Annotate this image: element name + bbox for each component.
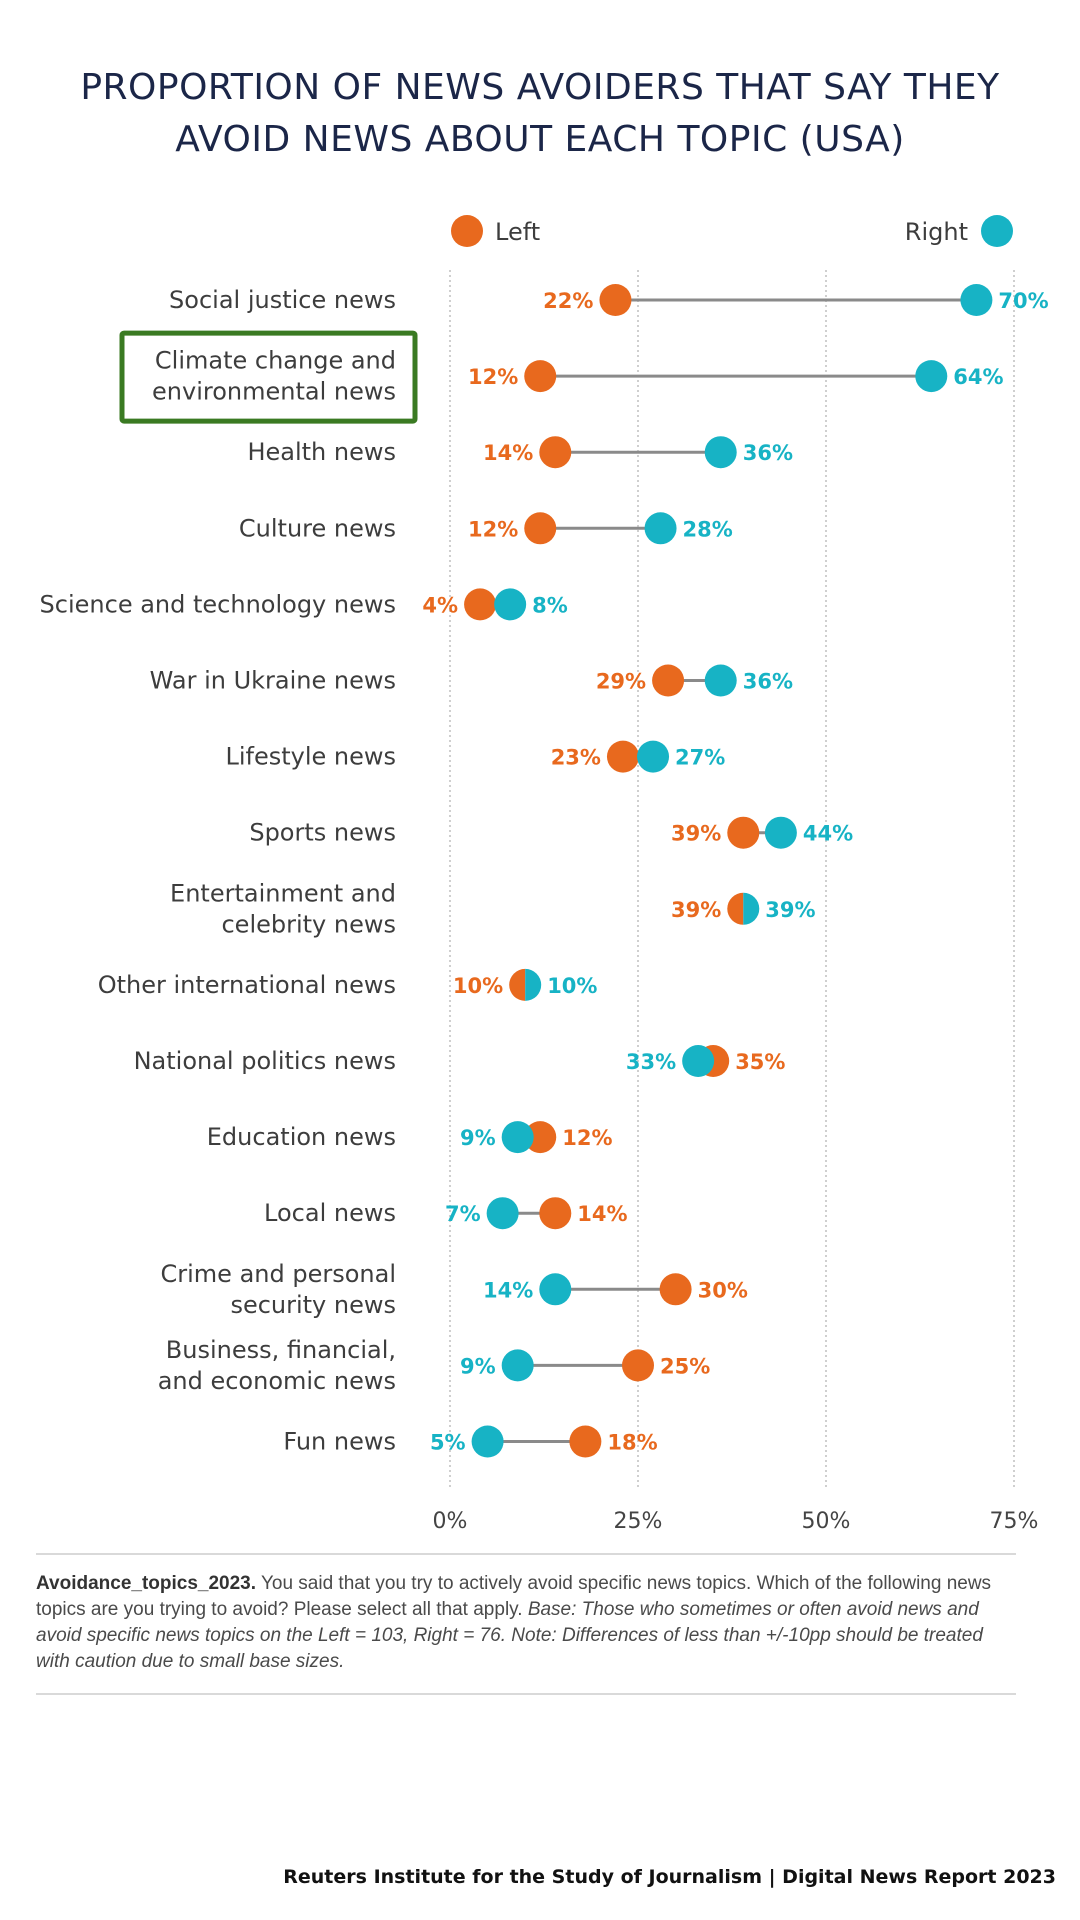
category-label: Entertainment and celebrity news bbox=[170, 879, 396, 938]
chart-title: PROPORTION OF NEWS AVOIDERS THAT SAY THE… bbox=[40, 62, 1040, 166]
x-tick-label: 0% bbox=[433, 1509, 468, 1534]
category-label: Sports news bbox=[249, 819, 396, 847]
category-label: Social justice news bbox=[169, 286, 396, 314]
value-label-left: 29% bbox=[596, 670, 646, 694]
point-right bbox=[743, 892, 760, 925]
point-left bbox=[539, 436, 572, 469]
note-question-text: You said that you try to actively avoid … bbox=[36, 1573, 992, 1620]
point-left bbox=[659, 1273, 692, 1306]
category-label: Business, financial, and economic news bbox=[158, 1336, 396, 1395]
legend-right-label: Right bbox=[905, 218, 968, 246]
value-label-right: 44% bbox=[803, 822, 853, 846]
category-label: Fun news bbox=[283, 1428, 396, 1456]
point-left bbox=[606, 740, 639, 773]
value-label-right: 70% bbox=[998, 289, 1048, 313]
value-label-right: 7% bbox=[445, 1202, 481, 1226]
value-label-left: 14% bbox=[483, 441, 533, 465]
x-tick-label: 50% bbox=[802, 1509, 851, 1534]
value-label-left: 35% bbox=[735, 1050, 785, 1074]
point-left bbox=[727, 892, 744, 925]
category-label: Science and technology news bbox=[40, 590, 396, 618]
point-right bbox=[644, 512, 677, 545]
point-right bbox=[486, 1197, 519, 1230]
x-tick-label: 25% bbox=[614, 1509, 663, 1534]
category-label: Climate change and environmental news bbox=[152, 347, 396, 406]
source-footer: Reuters Institute for the Study of Journ… bbox=[283, 1866, 1056, 1888]
value-label-right: 10% bbox=[547, 974, 597, 998]
value-label-left: 14% bbox=[577, 1202, 627, 1226]
value-label-left: 39% bbox=[671, 822, 721, 846]
value-label-right: 27% bbox=[675, 746, 725, 770]
point-right bbox=[960, 284, 993, 316]
value-label-right: 8% bbox=[532, 593, 568, 617]
category-label: Education news bbox=[207, 1123, 396, 1151]
point-left bbox=[652, 664, 685, 697]
point-left bbox=[524, 360, 557, 393]
value-label-left: 12% bbox=[468, 517, 518, 541]
value-label-right: 33% bbox=[626, 1050, 676, 1074]
value-label-right: 39% bbox=[765, 898, 815, 922]
point-right bbox=[471, 1425, 504, 1458]
point-right bbox=[764, 816, 797, 849]
value-label-left: 25% bbox=[660, 1354, 710, 1378]
point-right bbox=[704, 664, 737, 697]
point-left bbox=[569, 1425, 602, 1458]
value-label-right: 36% bbox=[743, 670, 793, 694]
value-label-left: 22% bbox=[543, 289, 593, 313]
chart-title-line-1: PROPORTION OF NEWS AVOIDERS THAT SAY THE… bbox=[80, 67, 1000, 108]
point-left bbox=[599, 284, 632, 316]
point-left bbox=[539, 1197, 572, 1230]
category-label: Crime and personal security news bbox=[161, 1260, 397, 1319]
note-base-text: Base: Those who sometimes or often avoid… bbox=[36, 1599, 983, 1672]
value-label-left: 4% bbox=[422, 593, 458, 617]
value-label-right: 36% bbox=[743, 441, 793, 465]
category-label: Health news bbox=[247, 438, 396, 466]
chart-title-line-2: AVOID NEWS ABOUT EACH TOPIC (USA) bbox=[175, 119, 905, 160]
note-question-id: Avoidance_topics_2023. bbox=[36, 1573, 257, 1594]
dumbbell-chart: 0% 25% 50% 75% Left Right Social justice news 2… bbox=[40, 215, 1049, 1534]
highlight-box bbox=[119, 330, 418, 424]
point-right bbox=[682, 1045, 715, 1077]
point-right bbox=[539, 1273, 572, 1306]
category-label: Culture news bbox=[239, 514, 396, 542]
value-label-left: 10% bbox=[453, 974, 503, 998]
value-label-left: 30% bbox=[698, 1278, 748, 1302]
category-label: National politics news bbox=[134, 1047, 396, 1075]
legend-left-marker bbox=[451, 215, 483, 247]
point-right bbox=[525, 968, 542, 1001]
value-label-right: 9% bbox=[460, 1354, 496, 1378]
point-left bbox=[727, 816, 760, 849]
value-label-left: 12% bbox=[562, 1126, 612, 1150]
point-right bbox=[494, 588, 527, 621]
x-tick-label: 75% bbox=[990, 1509, 1039, 1534]
value-label-right: 5% bbox=[430, 1431, 466, 1455]
point-right bbox=[915, 360, 948, 393]
category-label: Lifestyle news bbox=[225, 743, 396, 771]
category-label: Local news bbox=[264, 1199, 396, 1227]
value-label-right: 28% bbox=[683, 517, 733, 541]
value-label-right: 14% bbox=[483, 1278, 533, 1302]
point-left bbox=[524, 1121, 557, 1154]
value-label-left: 39% bbox=[671, 898, 721, 922]
value-label-left: 23% bbox=[551, 746, 601, 770]
value-label-left: 18% bbox=[607, 1431, 657, 1455]
category-label: War in Ukraine news bbox=[150, 667, 396, 695]
value-label-left: 12% bbox=[468, 365, 518, 389]
point-left bbox=[622, 1349, 654, 1382]
value-label-right: 9% bbox=[460, 1126, 496, 1150]
point-right bbox=[501, 1349, 534, 1382]
point-right bbox=[704, 436, 737, 469]
legend-left-label: Left bbox=[495, 218, 540, 246]
point-right bbox=[501, 1121, 534, 1154]
point-right bbox=[637, 740, 670, 773]
point-left bbox=[464, 588, 497, 621]
point-left bbox=[509, 968, 526, 1001]
value-label-right: 64% bbox=[953, 365, 1003, 389]
point-left bbox=[524, 512, 557, 545]
category-label: Other international news bbox=[98, 971, 396, 999]
legend-right-marker bbox=[981, 215, 1013, 247]
survey-note: Avoidance_topics_2023. You said that you… bbox=[36, 1553, 1016, 1695]
